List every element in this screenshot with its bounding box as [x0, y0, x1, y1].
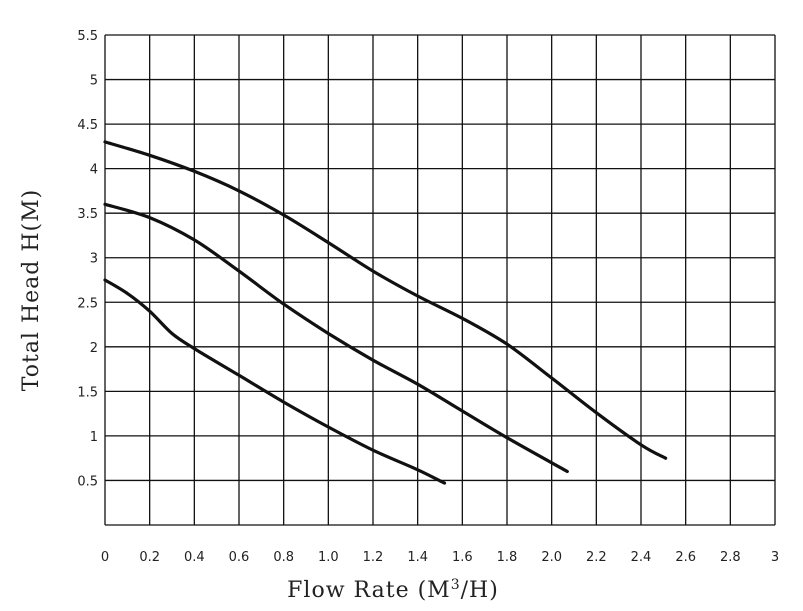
- x-tick-label: 1.6: [452, 550, 473, 565]
- x-tick-label: 3: [771, 550, 779, 565]
- x-tick-label: 1.8: [497, 550, 518, 565]
- x-tick-label: 0.4: [184, 550, 205, 565]
- x-axis-label: Flow Rate (M3/H): [287, 577, 499, 603]
- x-tick-label: 1.2: [363, 550, 384, 565]
- y-tick-label: 2.5: [77, 296, 98, 311]
- y-axis-label: Total Head H(M): [19, 189, 44, 391]
- y-tick-label: 3: [90, 252, 98, 267]
- x-tick-label: 1.0: [318, 550, 339, 565]
- x-tick-label: 2.2: [586, 550, 607, 565]
- x-tick-label: 0.6: [229, 550, 250, 565]
- y-tick-labels: 0.5 1 1.5 2 2.5 3 3.5 4 4.5 5 5.5: [77, 29, 98, 489]
- y-tick-label: 2: [90, 341, 98, 356]
- y-tick-label: 5: [90, 74, 98, 89]
- x-tick-label: 2.0: [541, 550, 562, 565]
- y-tick-label: 5.5: [77, 29, 98, 44]
- y-tick-label: 4.5: [77, 118, 98, 133]
- x-tick-label: 0.2: [139, 550, 160, 565]
- x-tick-label: 1.4: [407, 550, 428, 565]
- x-tick-label: 2.8: [720, 550, 741, 565]
- y-tick-label: 0.5: [77, 474, 98, 489]
- x-tick-label: 0.8: [273, 550, 294, 565]
- y-tick-label: 3.5: [77, 207, 98, 222]
- series-line-1: [103, 278, 447, 485]
- x-tick-label: 2.4: [631, 550, 652, 565]
- y-tick-label: 1: [90, 430, 98, 445]
- y-tick-label: 1.5: [77, 385, 98, 400]
- grid: [104, 34, 776, 526]
- x-tick-labels: 0 0.2 0.4 0.6 0.8 1.0 1.2 1.4 1.6 1.8 2.0 2.2 2.4 2.6…: [101, 550, 779, 565]
- series-group: [103, 140, 668, 485]
- series-line-2: [103, 202, 569, 474]
- x-tick-label: 0: [101, 550, 109, 565]
- series-line-3: [103, 140, 668, 460]
- y-tick-label: 4: [90, 163, 98, 178]
- x-tick-label: 2.6: [675, 550, 696, 565]
